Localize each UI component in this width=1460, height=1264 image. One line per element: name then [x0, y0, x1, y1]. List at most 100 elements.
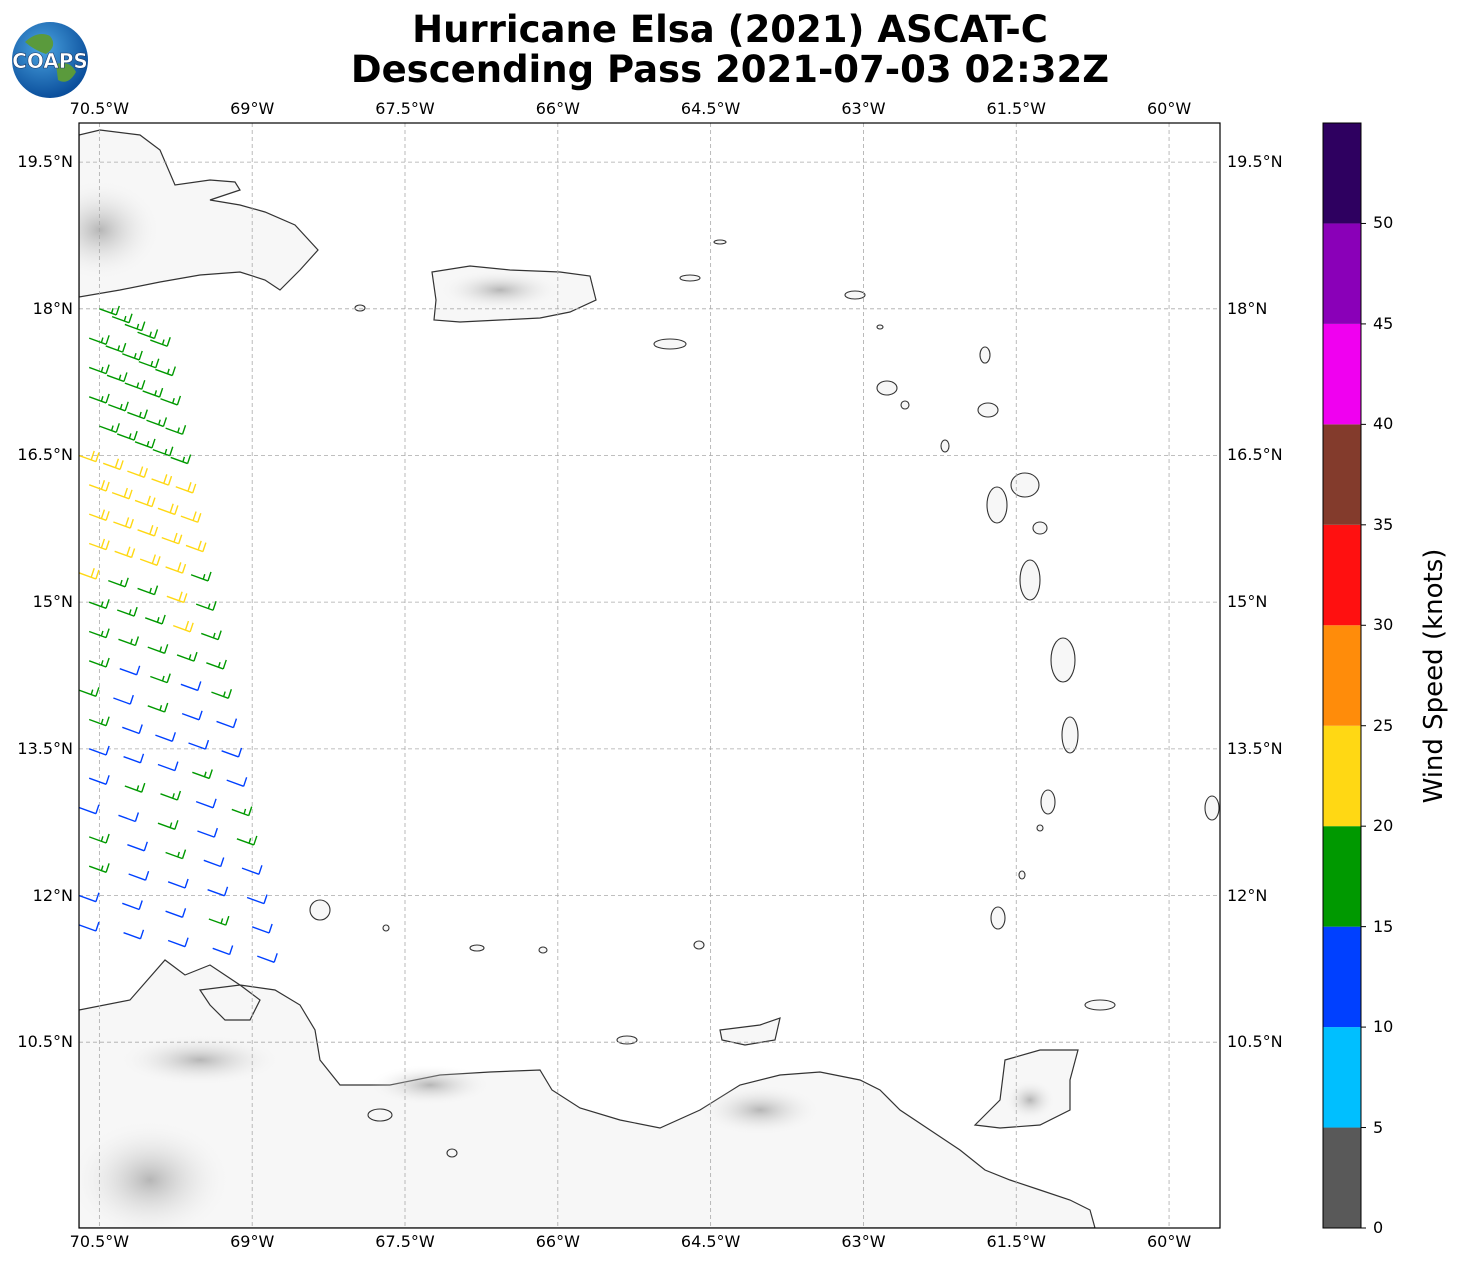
- terrain-shading-0: [79, 180, 160, 280]
- wind-barb-5: [88, 335, 110, 345]
- lat-tick-right-3: 15°N: [1227, 592, 1268, 612]
- island-3: [653, 338, 687, 350]
- wind-barb-29: [175, 481, 197, 494]
- island-14: [1019, 559, 1041, 601]
- wind-barb-33: [157, 503, 179, 516]
- lon-tick-top-0: 70.5°W: [69, 99, 130, 118]
- colorbar-tick-5: 25: [1373, 715, 1394, 735]
- wind-barb-34: [180, 511, 202, 523]
- colorbar-tick-1: 5: [1373, 1117, 1384, 1137]
- wind-barb-43: [165, 562, 187, 574]
- margarita-land: [719, 1017, 781, 1046]
- lon-tick-top-7: 60°W: [1146, 99, 1192, 118]
- lat-tick-left-5: 12°N: [32, 885, 73, 905]
- lat-tick-left-4: 13.5°N: [17, 738, 73, 758]
- wind-barb-27: [127, 466, 148, 478]
- island-5: [876, 324, 884, 330]
- wind-barb-50: [88, 599, 110, 609]
- colorbar-bin-8: [1323, 323, 1361, 425]
- wind-barb-0: [99, 305, 120, 316]
- wind-barb-41: [114, 546, 136, 559]
- wind-barb-32: [134, 495, 156, 508]
- wind-barb-58: [176, 651, 198, 662]
- wind-barb-101: [122, 900, 143, 911]
- colorbar-tick-2: 10: [1373, 1017, 1394, 1037]
- lon-tick-bottom-3: 66°W: [535, 1232, 580, 1251]
- wind-barb-28: [151, 474, 173, 486]
- wind-barb-70: [88, 716, 110, 727]
- wind-barb-104: [251, 923, 273, 934]
- wind-barb-80: [88, 775, 110, 785]
- island-10: [940, 439, 950, 453]
- wind-barb-100: [79, 892, 100, 903]
- island-15: [1050, 637, 1076, 683]
- island-4: [844, 290, 866, 300]
- wind-barb-103: [208, 915, 230, 926]
- wind-barb-109: [257, 953, 278, 963]
- lat-tick-right-2: 16.5°N: [1227, 445, 1283, 465]
- wind-barb-1: [111, 313, 133, 324]
- wind-barb-81: [124, 782, 146, 793]
- colorbar-tick-0: 0: [1373, 1218, 1384, 1237]
- wind-barb-66: [113, 694, 134, 705]
- wind-barb-51: [116, 606, 138, 617]
- lon-tick-bottom-7: 60°W: [1146, 1232, 1192, 1251]
- wind-barb-96: [128, 870, 150, 881]
- wind-barb-44: [190, 571, 212, 582]
- map-title-line2: Descending Pass 2021-07-03 02:32Z: [350, 48, 1110, 91]
- wind-barb-71: [122, 724, 143, 735]
- wind-barb-30: [88, 480, 110, 492]
- lat-tick-left-2: 16.5°N: [17, 445, 73, 465]
- wind-barb-67: [147, 702, 169, 713]
- wind-barb-40: [88, 538, 110, 551]
- wind-barb-85: [79, 804, 100, 815]
- wind-barb-83: [195, 798, 217, 809]
- island-24: [693, 940, 705, 950]
- lat-tick-left-6: 10.5°N: [17, 1032, 73, 1052]
- wind-barb-79: [226, 777, 248, 787]
- lat-tick-right-5: 12°N: [1227, 885, 1268, 905]
- wind-barb-39: [185, 540, 207, 553]
- map-title-line1: Hurricane Elsa (2021) ASCAT-C: [412, 8, 1048, 51]
- island-27: [1084, 999, 1116, 1011]
- wind-barb-82: [160, 790, 182, 801]
- lat-tick-left-0: 19.5°N: [17, 152, 73, 172]
- wind-barb-10: [88, 364, 110, 375]
- lon-tick-bottom-1: 69°W: [230, 1232, 275, 1251]
- wind-barb-15: [88, 393, 110, 404]
- wind-barb-54: [201, 630, 222, 641]
- wind-barb-60: [88, 657, 110, 668]
- wind-barb-78: [192, 769, 213, 780]
- island-1: [713, 239, 727, 245]
- wind-barb-74: [221, 747, 243, 758]
- island-7: [876, 380, 898, 396]
- wind-barb-38: [161, 532, 183, 545]
- lon-tick-bottom-2: 67.5°W: [375, 1232, 435, 1251]
- island-9: [977, 402, 999, 418]
- wind-barb-93: [203, 857, 225, 868]
- lat-tick-right-6: 10.5°N: [1227, 1032, 1283, 1052]
- island-30: [382, 924, 390, 932]
- wind-barb-37: [137, 525, 159, 537]
- wind-barb-92: [165, 849, 187, 860]
- wind-barb-47: [137, 585, 159, 596]
- wind-barb-7: [122, 350, 143, 361]
- wind-barb-59: [206, 659, 227, 670]
- island-8: [900, 400, 910, 410]
- island-25: [367, 1108, 393, 1122]
- colorbar-bin-9: [1323, 223, 1361, 324]
- colorbar-bin-0: [1323, 1127, 1361, 1228]
- wind-barb-46: [108, 577, 129, 588]
- wind-barb-35: [88, 509, 110, 521]
- island-20: [990, 906, 1006, 930]
- wind-barb-89: [236, 835, 258, 846]
- island-11: [986, 486, 1008, 524]
- island-0: [354, 304, 366, 312]
- wind-barb-68: [181, 710, 203, 721]
- colorbar-bin-1: [1323, 1027, 1361, 1128]
- wind-barb-11: [106, 372, 128, 383]
- wind-barb-86: [118, 812, 140, 823]
- lon-tick-top-6: 61.5°W: [986, 99, 1046, 118]
